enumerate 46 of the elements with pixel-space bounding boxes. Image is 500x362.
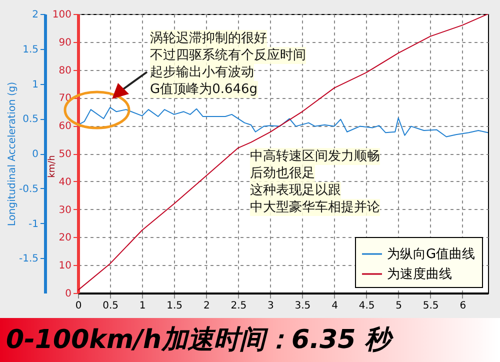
- line-series: [78, 106, 488, 138]
- y-tick-label: 0: [65, 288, 72, 300]
- y2-tick-label: -0.5: [18, 184, 38, 195]
- y-tick-label: 20: [58, 232, 72, 244]
- annotation: 中大型豪华车相提并论: [250, 199, 380, 216]
- annotation: 涡轮迟滞抑制的很好: [150, 30, 267, 47]
- y-tick-label: 30: [58, 204, 72, 216]
- y2-tick-label: 0.5: [22, 114, 38, 126]
- y2-tick-label: 1.5: [22, 44, 38, 56]
- y-tick-label: 50: [58, 149, 72, 160]
- y-tick-label: 100: [52, 10, 72, 20]
- y2-tick-label: -1.5: [18, 254, 38, 265]
- y-tick-label: 10: [58, 260, 72, 272]
- annotation: 起步输出小有波动: [150, 64, 254, 81]
- y-tick-label: 60: [58, 121, 72, 132]
- y-tick-label: 40: [58, 176, 72, 188]
- x-tick-label: 6: [460, 300, 466, 312]
- line-series: [78, 14, 488, 291]
- annotation: 中高转速区间发力顺畅: [250, 148, 380, 165]
- text: 0-100km/h加速时间：6.35 秒: [0, 318, 500, 362]
- x-tick-label: 0: [75, 300, 82, 312]
- y2-tick-label: 2: [32, 10, 38, 20]
- x-tick-label: 3.5: [294, 300, 311, 312]
- x-tick-label: 1.5: [166, 300, 183, 312]
- x-tick-label: 2: [203, 300, 210, 312]
- x-tick-label: 0.5: [102, 300, 118, 312]
- x-tick-label: 5.5: [422, 300, 439, 312]
- annotation: 不过四驱系统有个反应时间: [150, 47, 306, 64]
- x-tick-label: 2.5: [230, 300, 247, 312]
- y-tick-label: 90: [58, 37, 72, 48]
- x-tick-label: 1: [139, 300, 146, 312]
- y-tick-label: 80: [58, 65, 72, 76]
- annotation: 后劲也很足: [250, 165, 315, 182]
- annotation: G值顶峰为0.646g: [150, 81, 258, 98]
- y2-axis-title: Longitudinal Acceleration (g): [6, 82, 18, 226]
- y2-tick-label: 0: [32, 149, 38, 160]
- x-tick-label: 3: [268, 300, 274, 312]
- y2-tick-label: 1: [32, 79, 38, 90]
- x-tick-label: 4: [332, 300, 338, 312]
- x-tick-label: 4.5: [358, 300, 375, 312]
- legend-label: 为纵向G值曲线: [387, 247, 476, 262]
- x-tick-label: 5: [396, 300, 402, 312]
- y2-tick-label: -1: [28, 218, 38, 230]
- annotation: 这种表现足以跟: [250, 182, 341, 199]
- legend-label: 为速度曲线: [387, 266, 452, 282]
- y-axis-title: km/h: [48, 155, 58, 178]
